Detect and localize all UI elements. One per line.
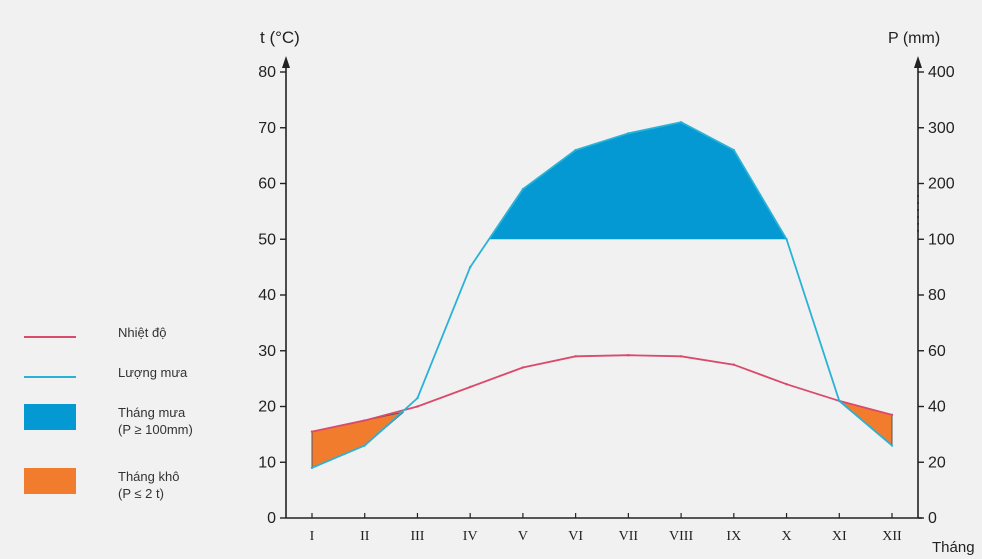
- legend: Nhiệt độ Lượng mưa Tháng mưa (P ≥ 100mm)…: [20, 318, 250, 526]
- temperature-point-I: [310, 430, 314, 433]
- right-tick-label: 80: [928, 287, 946, 304]
- legend-sub-wet: (P ≥ 100mm): [118, 422, 193, 437]
- left-tick-label: 80: [258, 64, 276, 81]
- right-tick-label: 40: [928, 399, 946, 416]
- left-tick-label: 50: [258, 231, 276, 248]
- temperature-point-VII: [627, 354, 630, 357]
- legend-item-rainfall: Lượng mưa: [20, 358, 250, 398]
- right-axis-break-dot: [917, 195, 919, 198]
- right-axis-arrow: [914, 56, 922, 68]
- wet-months-area: [489, 122, 787, 240]
- legend-item-wet: Tháng mưa (P ≥ 100mm): [20, 398, 250, 462]
- left-tick-label: 20: [258, 399, 276, 416]
- left-axis-arrow: [282, 56, 290, 68]
- rainfall-point-V: [521, 187, 525, 191]
- temperature-point-III: [416, 405, 419, 408]
- rainfall-point-I: [310, 466, 314, 470]
- left-tick-label: 0: [267, 510, 276, 527]
- legend-swatch-temperature: [24, 336, 76, 338]
- legend-item-temperature: Nhiệt độ: [20, 318, 250, 358]
- temperature-point-XII: [890, 413, 894, 417]
- right-axis-break-dot: [917, 229, 919, 232]
- x-tick-label-VII: VII: [619, 529, 639, 544]
- temperature-point-IX: [732, 363, 736, 366]
- rainfall-point-VI: [574, 148, 577, 152]
- left-tick-label: 10: [258, 454, 276, 471]
- legend-label-rainfall: Lượng mưa: [118, 365, 188, 380]
- right-axis-break-dot: [917, 202, 919, 205]
- right-tick-label: 100: [928, 231, 955, 248]
- left-tick-label: 70: [258, 120, 276, 137]
- right-axis-title: P (mm): [888, 30, 940, 47]
- rainfall-point-VIII: [679, 120, 683, 124]
- legend-label-dry: Tháng khô: [118, 469, 180, 484]
- right-tick-label: 20: [928, 454, 946, 471]
- left-tick-label: 40: [258, 287, 276, 304]
- right-tick-label: 400: [928, 64, 955, 81]
- legend-label-wet: Tháng mưa: [118, 405, 186, 420]
- temperature-point-VIII: [679, 355, 683, 358]
- legend-swatch-wet: [24, 404, 76, 430]
- right-tick-label: 60: [928, 343, 946, 360]
- right-axis-break-dot: [917, 222, 919, 225]
- x-tick-label-IX: IX: [726, 529, 741, 544]
- x-tick-label-II: II: [360, 529, 370, 544]
- legend-item-dry: Tháng khô (P ≤ 2 t): [20, 462, 250, 526]
- rainfall-point-II: [363, 444, 366, 447]
- x-tick-label-III: III: [410, 529, 424, 544]
- rainfall-line: [311, 121, 893, 469]
- x-tick-label-I: I: [310, 529, 315, 544]
- temperature-line: [311, 354, 893, 433]
- x-tick-label-V: V: [518, 529, 528, 544]
- legend-swatch-dry: [24, 468, 76, 494]
- legend-label-temperature: Nhiệt độ: [118, 325, 167, 340]
- rainfall-point-IV: [468, 265, 472, 269]
- rainfall-point-III: [416, 396, 419, 400]
- right-tick-label: 300: [928, 120, 955, 137]
- x-axis-title: Tháng: [932, 539, 975, 556]
- rainfall-point-IX: [732, 148, 736, 152]
- temperature-point-VI: [574, 355, 577, 358]
- rainfall-point-X: [785, 238, 788, 241]
- rainfall-point-VII: [627, 132, 630, 135]
- left-axis-title: t (°C): [260, 28, 300, 47]
- right-tick-label: 0: [928, 510, 937, 527]
- left-tick-label: 30: [258, 343, 276, 360]
- temperature-point-X: [785, 383, 788, 386]
- temperature-point-IV: [468, 385, 472, 389]
- right-axis-break-dot: [917, 208, 919, 211]
- x-tick-label-X: X: [781, 529, 791, 544]
- x-tick-label-IV: IV: [463, 529, 478, 544]
- temperature-point-V: [521, 366, 525, 369]
- legend-swatch-rainfall: [24, 376, 76, 378]
- x-tick-label-VI: VI: [568, 529, 583, 544]
- x-tick-label-XI: XI: [832, 529, 847, 544]
- x-tick-label-VIII: VIII: [669, 529, 693, 544]
- x-tick-label-XII: XII: [882, 529, 902, 544]
- legend-sub-dry: (P ≤ 2 t): [118, 486, 164, 501]
- right-tick-label: 200: [928, 176, 955, 193]
- rainfall-point-XI: [838, 399, 841, 403]
- dry-months-area-start: [311, 411, 404, 469]
- temperature-point-II: [363, 419, 366, 422]
- left-tick-label: 60: [258, 176, 276, 193]
- right-axis-break-dot: [917, 215, 919, 218]
- rainfall-point-XII: [890, 444, 894, 447]
